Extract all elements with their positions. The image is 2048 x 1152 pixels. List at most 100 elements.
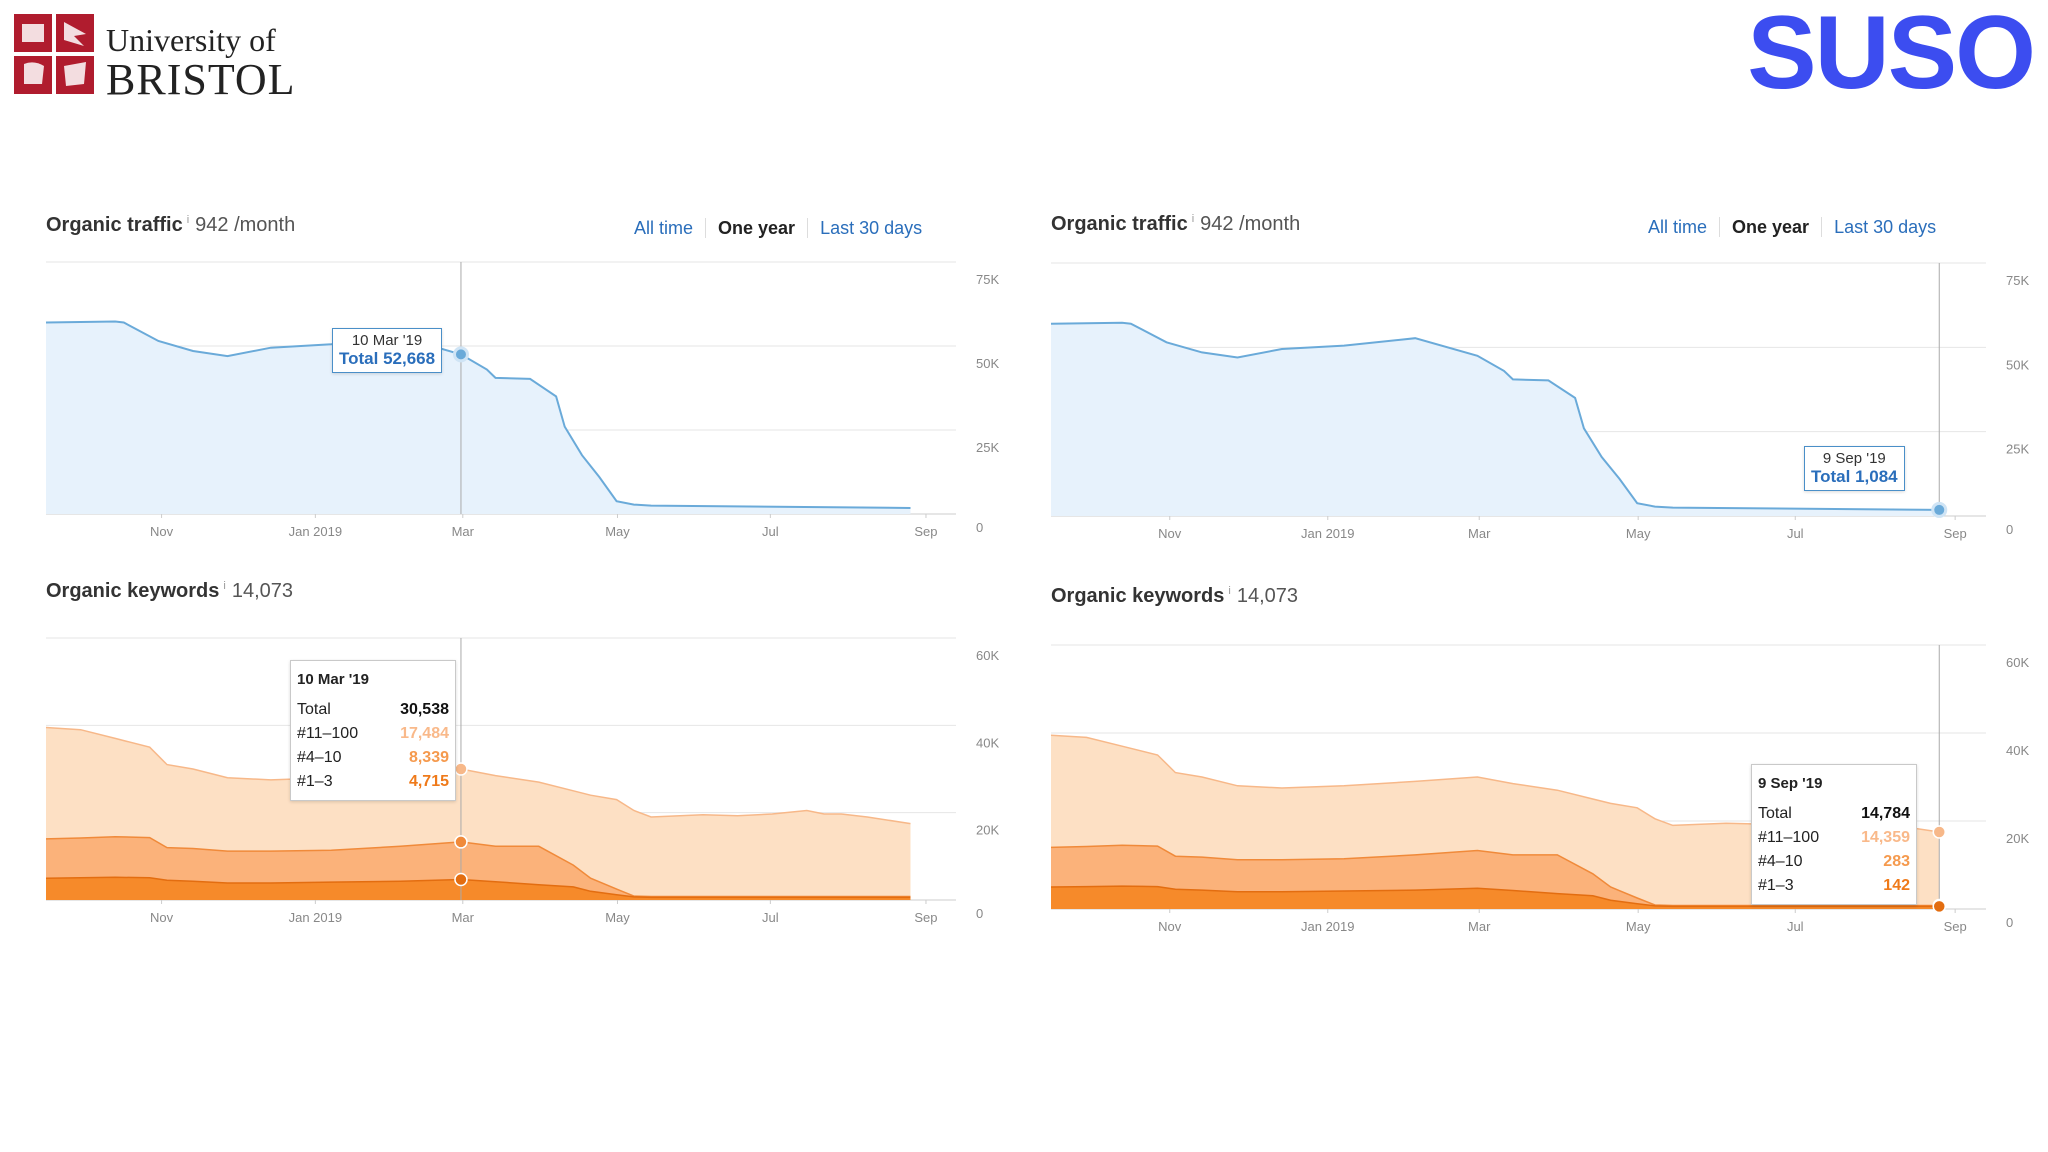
traffic-title-text: Organic traffic: [46, 214, 183, 236]
traffic-tabs-right: All time One year Last 30 days: [1636, 217, 1949, 238]
info-icon[interactable]: i: [1228, 585, 1231, 597]
traffic-value: 942 /month: [1200, 213, 1301, 235]
keywords-line-2: [1050, 885, 1940, 908]
y-tick-label: 60K: [976, 648, 999, 663]
traffic-line: [1050, 321, 1940, 511]
keywords-line-0: [45, 726, 911, 825]
keywords-value: 14,073: [1236, 585, 1299, 607]
traffic-line: [45, 320, 911, 509]
traffic-area: [1051, 322, 1940, 516]
tooltip-row-value: 14,359: [1861, 829, 1910, 846]
y-tick-label: 25K: [2006, 442, 2029, 457]
x-tick-label: Mar: [452, 524, 475, 539]
x-tick-label: Nov: [150, 524, 174, 539]
tooltip-row-value: 8,339: [408, 749, 449, 766]
x-tick-label: Sep: [914, 524, 937, 539]
x-tick-label: Jan 2019: [289, 524, 343, 539]
tooltip-row-label: Total: [297, 701, 331, 718]
x-tick-label: Mar: [1468, 919, 1491, 934]
y-tick-label: 0: [976, 520, 983, 535]
keywords-title-left: Organic keywords i 14,073: [46, 580, 293, 603]
keywords-chart-left: 60K 40K 20K 0 Nov Jan 2019 Mar May Jul Sep: [45, 637, 999, 925]
y-tick-label: 40K: [976, 735, 999, 750]
keywords-line-1: [45, 835, 911, 898]
tooltip-row-label: #1–3: [1758, 877, 1794, 894]
x-tick-label: May: [1626, 526, 1651, 541]
info-icon[interactable]: i: [186, 214, 190, 226]
tooltip-row-label: #11–100: [297, 725, 359, 742]
tooltip-row-value: 4,715: [408, 773, 449, 790]
keywords-chart-right: 60K 40K 20K 0 Nov Jan 2019 Mar May Jul Sep: [1050, 644, 2029, 934]
y-tick-label: 75K: [2006, 273, 2029, 288]
keywords-area-2: [46, 877, 911, 900]
hover-point: [1932, 899, 1946, 914]
x-tick-label: Sep: [1944, 919, 1967, 934]
tooltip-total-value: 52,668: [383, 349, 436, 368]
tooltip-row-label: #4–10: [1758, 853, 1803, 870]
tooltip-date: 9 Sep '19: [1822, 450, 1886, 467]
traffic-area: [46, 321, 911, 514]
university-line2: BRISTOL: [106, 55, 296, 104]
x-tick-label: May: [1626, 919, 1651, 934]
keywords-tooltip-left: 10 Mar '19 Total 30,538 #11–100 17,484 #4–…: [290, 660, 456, 801]
tooltip-date: 9 Sep '19: [1758, 775, 1823, 792]
hover-point: [1934, 504, 1945, 515]
hover-point: [454, 872, 468, 887]
x-tick-label: Jan 2019: [289, 910, 343, 925]
tab-last-30-days[interactable]: Last 30 days: [807, 218, 935, 238]
info-icon[interactable]: i: [1191, 213, 1195, 225]
y-tick-label: 20K: [976, 823, 999, 838]
y-tick-label: 0: [2006, 915, 2013, 930]
tooltip-row-value: 30,538: [400, 701, 449, 718]
y-tick-label: 0: [976, 906, 983, 921]
y-tick-label: 75K: [976, 272, 999, 287]
x-tick-label: Jul: [762, 910, 779, 925]
x-tick-label: Mar: [1468, 526, 1491, 541]
tooltip-total-label: Total: [339, 349, 379, 368]
keywords-title-right: Organic keywords i 14,073: [1051, 585, 1298, 608]
hover-point: [1932, 825, 1946, 839]
x-tick-label: May: [605, 524, 630, 539]
university-of-bristol-logo: University of BRISTOL: [14, 14, 304, 104]
tab-last-30-days[interactable]: Last 30 days: [1821, 217, 1949, 237]
tab-one-year[interactable]: One year: [705, 218, 808, 238]
tooltip-row-value: 142: [1883, 877, 1910, 894]
traffic-chart-right: 75K 50K 25K 0 Nov Jan 2019 Mar May Jul Sep: [1050, 262, 2029, 541]
university-line1: University of: [106, 22, 276, 58]
x-tick-label: Mar: [452, 910, 475, 925]
suso-logo: SUSO: [1747, 0, 2036, 111]
tooltip-row-label: #4–10: [297, 749, 342, 766]
tab-all-time[interactable]: All time: [634, 218, 694, 238]
hover-point: [455, 349, 466, 360]
tooltip-row-value: 14,784: [1861, 805, 1910, 822]
x-tick-label: Nov: [150, 910, 174, 925]
tooltip-row-label: Total: [1758, 805, 1792, 822]
tooltip-date: 10 Mar '19: [351, 332, 423, 349]
hover-point: [454, 762, 468, 776]
x-tick-label: Jan 2019: [1301, 919, 1355, 934]
traffic-tooltip-left: 10 Mar '19 Total 52,668: [332, 328, 443, 373]
tooltip-total-label: Total: [1811, 467, 1851, 486]
tooltip-date: 10 Mar '19: [297, 671, 369, 688]
tooltip-row-label: #1–3: [297, 773, 333, 790]
x-tick-label: Jan 2019: [1301, 526, 1355, 541]
x-tick-label: Sep: [1944, 526, 1967, 541]
x-tick-label: Sep: [914, 910, 937, 925]
info-icon[interactable]: i: [223, 580, 226, 592]
x-tick-label: Nov: [1158, 526, 1182, 541]
keywords-value: 14,073: [231, 580, 294, 602]
keywords-title-text: Organic keywords: [46, 580, 220, 602]
keywords-tooltip-right: 9 Sep '19 Total 14,784 #11–100 14,359 #4–1…: [1751, 764, 1917, 905]
traffic-title-right: Organic traffic i 942 /month: [1051, 213, 1300, 236]
keywords-line-2: [45, 876, 911, 899]
tab-one-year[interactable]: One year: [1719, 217, 1822, 237]
traffic-value: 942 /month: [195, 214, 296, 236]
x-tick-label: Jul: [1787, 919, 1804, 934]
traffic-tooltip-right: 9 Sep '19 Total 1,084: [1804, 446, 1905, 491]
y-tick-label: 50K: [2006, 357, 2029, 372]
y-tick-label: 0: [2006, 522, 2013, 537]
x-tick-label: Jul: [762, 524, 779, 539]
x-tick-label: Jul: [1787, 526, 1804, 541]
tab-all-time[interactable]: All time: [1648, 217, 1708, 237]
tooltip-row-value: 283: [1883, 853, 1910, 870]
